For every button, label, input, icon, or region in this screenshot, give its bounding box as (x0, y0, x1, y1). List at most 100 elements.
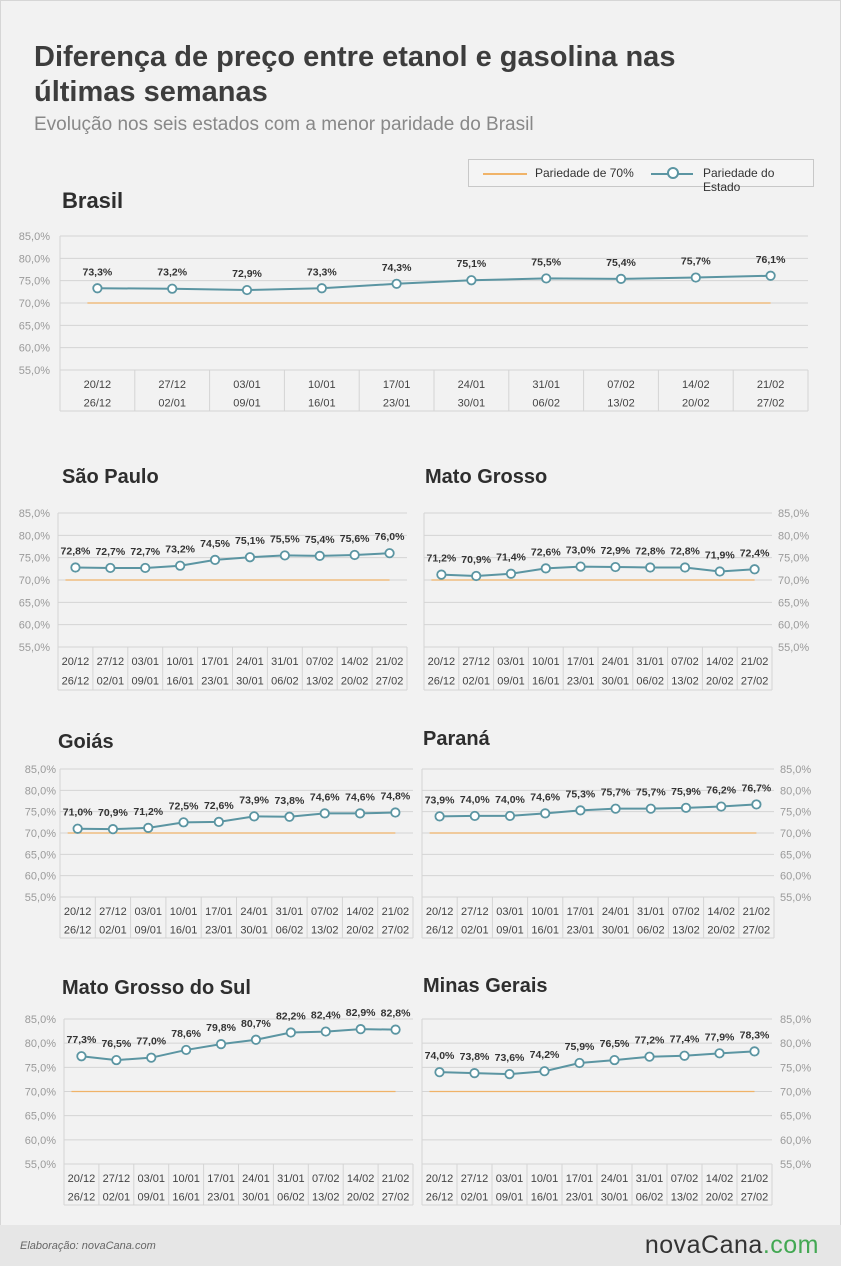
x-week-end-label: 30/01 (242, 1192, 270, 1204)
x-week-end-label: 23/01 (201, 676, 229, 688)
data-point (436, 569, 447, 580)
data-point (645, 803, 656, 814)
x-week-start-label: 21/02 (741, 1173, 769, 1185)
y-tick-label: 60,0% (25, 871, 56, 883)
legend-threshold-label: Pariedade de 70% (535, 166, 634, 180)
x-week-end-label: 06/02 (636, 676, 664, 688)
x-week-start-label: 07/02 (607, 379, 635, 391)
x-week-end-label: 27/02 (757, 398, 785, 410)
x-week-end-label: 26/12 (68, 1192, 96, 1204)
data-point (504, 810, 516, 822)
data-label: 75,5% (270, 533, 300, 545)
y-tick-label: 80,0% (19, 530, 50, 542)
x-week-end-label: 20/02 (341, 676, 369, 688)
data-label: 73,0% (566, 545, 596, 557)
data-point (540, 563, 551, 574)
data-label: 72,8% (61, 545, 91, 557)
data-label: 74,3% (382, 262, 412, 274)
y-tick-label: 70,0% (780, 828, 811, 840)
y-tick-label: 65,0% (25, 1111, 56, 1123)
x-week-end-label: 13/02 (671, 1192, 699, 1204)
x-week-start-label: 20/12 (428, 656, 456, 668)
x-week-end-label: 13/02 (311, 925, 339, 937)
y-tick-label: 55,0% (19, 642, 50, 654)
data-label: 76,5% (600, 1038, 630, 1050)
y-tick-label: 65,0% (25, 849, 56, 861)
chart-title: Goiás (58, 731, 114, 753)
x-week-start-label: 10/01 (532, 656, 560, 668)
x-week-end-label: 27/02 (743, 925, 771, 937)
x-week-end-label: 26/12 (426, 1192, 454, 1204)
x-week-start-label: 27/12 (103, 1173, 131, 1185)
data-label: 73,8% (275, 795, 305, 807)
x-week-end-label: 13/02 (306, 676, 334, 688)
x-week-end-label: 06/02 (637, 925, 665, 937)
data-point (175, 560, 186, 571)
data-point (504, 1069, 515, 1080)
data-point (714, 566, 725, 577)
data-label: 74,0% (460, 794, 490, 806)
x-week-end-label: 30/01 (601, 1192, 629, 1204)
y-tick-label: 60,0% (19, 620, 50, 632)
data-label: 75,9% (671, 786, 701, 798)
x-week-start-label: 07/02 (306, 656, 334, 668)
x-week-start-label: 31/01 (277, 1173, 305, 1185)
data-point (215, 1039, 227, 1050)
data-label: 76,0% (375, 531, 405, 543)
footer: Elaboração: novaCana.com novaCana.com (0, 1225, 841, 1266)
x-week-start-label: 24/01 (602, 656, 630, 668)
x-week-start-label: 03/01 (131, 656, 159, 668)
x-week-end-label: 02/01 (462, 676, 490, 688)
footer-credit: Elaboração: novaCana.com (20, 1240, 156, 1252)
data-point (469, 810, 480, 822)
x-week-end-label: 06/02 (276, 925, 304, 937)
y-tick-label: 75,0% (25, 1062, 56, 1074)
x-week-start-label: 24/01 (240, 906, 268, 918)
x-week-start-label: 17/01 (567, 656, 595, 668)
y-tick-label: 75,0% (780, 1062, 811, 1074)
x-week-start-label: 03/01 (497, 656, 525, 668)
x-week-end-label: 13/02 (607, 398, 635, 410)
x-week-start-label: 21/02 (757, 379, 785, 391)
data-point (610, 803, 621, 814)
data-label: 71,2% (427, 553, 457, 565)
x-week-end-label: 20/02 (706, 676, 734, 688)
data-label: 74,6% (310, 791, 340, 803)
x-week-start-label: 10/01 (531, 906, 559, 918)
x-week-start-label: 31/01 (271, 656, 299, 668)
x-week-start-label: 21/02 (741, 656, 769, 668)
y-tick-label: 60,0% (780, 871, 811, 883)
data-point (249, 811, 260, 822)
data-label: 82,4% (311, 1010, 341, 1022)
data-point (609, 1054, 620, 1066)
x-week-end-label: 26/12 (84, 398, 112, 410)
x-week-end-label: 26/12 (428, 676, 456, 688)
data-label: 74,6% (345, 791, 375, 803)
x-week-end-label: 27/02 (382, 1192, 410, 1204)
series-line (441, 565, 755, 577)
data-label: 74,2% (530, 1049, 560, 1061)
data-point (250, 1034, 262, 1045)
y-tick-label: 80,0% (780, 785, 811, 797)
data-label: 72,8% (635, 545, 665, 557)
data-point (349, 549, 360, 561)
data-point (575, 561, 586, 572)
page-subtitle: Evolução nos seis estados com a menor pa… (34, 114, 534, 135)
data-point (391, 278, 402, 289)
data-point (181, 1044, 192, 1056)
x-week-end-label: 20/02 (707, 925, 735, 937)
data-point (539, 1066, 550, 1077)
x-week-start-label: 17/01 (566, 1173, 594, 1185)
data-point (749, 564, 760, 575)
x-week-end-label: 16/01 (170, 925, 198, 937)
y-tick-label: 75,0% (19, 553, 50, 565)
x-week-end-label: 23/01 (205, 925, 233, 937)
data-point (284, 811, 295, 822)
x-week-start-label: 24/01 (236, 656, 264, 668)
x-week-start-label: 14/02 (706, 656, 734, 668)
data-point (466, 275, 477, 286)
x-week-end-label: 23/01 (566, 1192, 594, 1204)
y-tick-label: 60,0% (780, 1135, 811, 1147)
chart-title: Brasil (62, 188, 123, 213)
x-week-end-label: 26/12 (64, 925, 92, 937)
